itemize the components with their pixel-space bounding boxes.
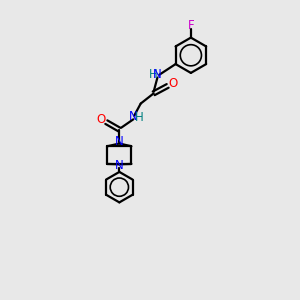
Text: H: H: [135, 111, 144, 124]
Text: N: N: [129, 110, 138, 123]
Text: N: N: [153, 68, 162, 81]
Text: N: N: [115, 159, 124, 172]
Text: H: H: [149, 68, 158, 81]
Text: O: O: [97, 113, 106, 126]
Text: N: N: [115, 135, 124, 148]
Text: O: O: [169, 76, 178, 90]
Text: F: F: [188, 19, 194, 32]
